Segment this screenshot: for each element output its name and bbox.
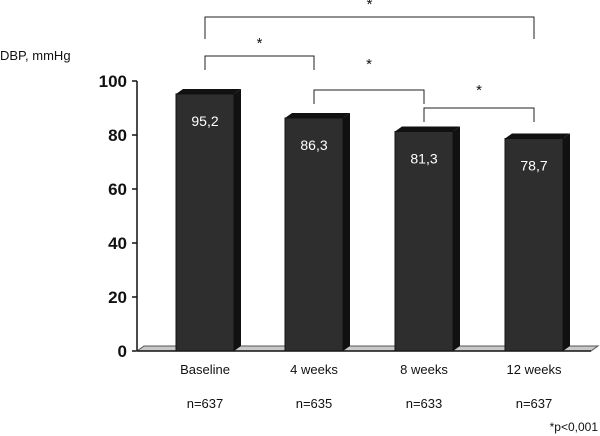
bars — [175, 88, 570, 352]
significance-mark-3: * — [367, 0, 373, 13]
sample-size-0: n=637 — [187, 396, 224, 411]
bar-side-3 — [563, 133, 570, 351]
data-label-3: 78,7 — [520, 158, 547, 174]
bar-1 — [284, 117, 344, 352]
bar-top-0 — [176, 88, 241, 94]
bar-3 — [504, 138, 564, 352]
significance-mark-2: * — [476, 82, 482, 99]
x-tick-label-1: 4 weeks — [290, 362, 338, 377]
x-tick-label-0: Baseline — [180, 362, 230, 377]
y-tick-label-0: 0 — [118, 342, 127, 361]
significance-bracket-1 — [313, 89, 425, 104]
sample-size-1: n=635 — [296, 396, 333, 411]
bar-2 — [394, 130, 454, 352]
data-label-1: 86,3 — [300, 137, 327, 153]
y-tick-label-100: 100 — [99, 72, 127, 91]
significance-bracket-0 — [204, 55, 315, 70]
sample-size-2: n=633 — [406, 396, 443, 411]
significance-mark-0: * — [257, 35, 263, 52]
y-tick-label-60: 60 — [108, 180, 127, 199]
bar-side-0 — [234, 88, 241, 352]
y-tick-label-80: 80 — [108, 126, 127, 145]
y-tick-label-20: 20 — [108, 288, 127, 307]
significance-mark-1: * — [366, 56, 372, 73]
footnote: *p<0,001 — [550, 420, 599, 434]
bar-top-2 — [395, 126, 460, 132]
significance-brackets: * * * * — [204, 0, 535, 122]
bar-side-1 — [343, 112, 350, 352]
y-axis-label: DBP, mmHg — [0, 48, 71, 63]
bar-side-2 — [453, 126, 460, 352]
bar-0 — [175, 93, 235, 352]
significance-bracket-3 — [204, 16, 535, 39]
y-tick-label-40: 40 — [108, 234, 127, 253]
significance-bracket-2 — [423, 107, 535, 122]
x-tick-label-3: 12 weeks — [507, 362, 562, 377]
labels: 95,2 Baseline n=637 86,3 4 weeks n=635 81,3 8 w… — [180, 113, 562, 411]
data-label-2: 81,3 — [410, 150, 437, 166]
bar-top-3 — [505, 133, 570, 139]
sample-size-3: n=637 — [516, 396, 553, 411]
data-label-0: 95,2 — [191, 113, 218, 129]
bar-top-1 — [285, 112, 350, 118]
x-tick-label-2: 8 weeks — [400, 362, 448, 377]
